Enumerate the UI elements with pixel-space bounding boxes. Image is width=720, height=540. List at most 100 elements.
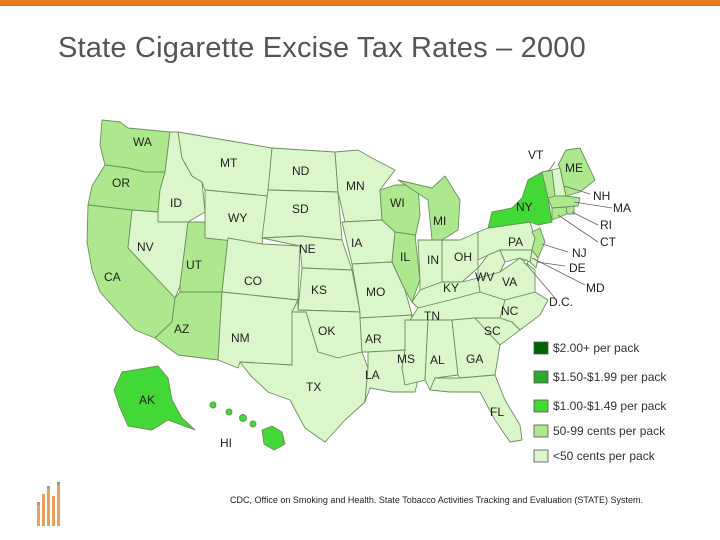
leader-line <box>573 201 613 209</box>
legend-swatch <box>533 399 549 413</box>
state-label-MO: MO <box>366 285 385 299</box>
state-CO[interactable] <box>221 237 301 301</box>
state-label-NV: NV <box>137 240 154 254</box>
logo-bar <box>57 484 60 526</box>
logo-bar <box>47 488 50 526</box>
leader-line <box>547 161 556 173</box>
state-label-SC: SC <box>484 324 501 338</box>
state-label-IL: IL <box>400 250 410 264</box>
state-label-NE: NE <box>299 242 316 256</box>
legend-swatch <box>533 370 549 384</box>
state-label-IN: IN <box>427 253 439 267</box>
state-WI[interactable] <box>379 184 421 239</box>
state-HI[interactable] <box>249 420 257 428</box>
state-label-UT: UT <box>186 258 203 272</box>
state-label-CT: CT <box>600 235 617 249</box>
state-label-ID: ID <box>170 196 182 210</box>
logo-ash <box>47 486 50 489</box>
leader-line <box>557 214 599 243</box>
legend-swatch <box>533 449 549 463</box>
leader-line <box>563 185 591 195</box>
state-HI[interactable] <box>225 408 233 416</box>
legend-swatch <box>533 341 549 355</box>
state-label-WV: WV <box>475 270 494 284</box>
state-label-NJ: NJ <box>572 246 587 260</box>
state-label-TX: TX <box>306 380 321 394</box>
logo-bar <box>42 494 45 526</box>
state-label-AR: AR <box>365 332 382 346</box>
state-label-NH: NH <box>593 189 610 203</box>
state-CT[interactable] <box>551 206 568 221</box>
state-ME[interactable] <box>557 147 596 197</box>
state-label-WI: WI <box>390 196 405 210</box>
cigarette-bars-logo <box>37 482 60 526</box>
state-MI[interactable] <box>397 175 461 241</box>
legend-swatch <box>533 424 549 438</box>
state-HI[interactable] <box>239 414 247 422</box>
state-label-HI: HI <box>220 436 232 450</box>
state-HI[interactable] <box>209 401 217 409</box>
state-label-LA: LA <box>365 368 380 382</box>
logo-ash <box>37 502 40 505</box>
state-label-WA: WA <box>133 135 152 149</box>
state-TX[interactable] <box>239 311 369 443</box>
state-AK[interactable] <box>113 365 196 431</box>
state-label-GA: GA <box>466 352 483 366</box>
state-label-PA: PA <box>508 235 523 249</box>
logo-bar <box>37 504 40 526</box>
state-label-RI: RI <box>600 218 612 232</box>
state-label-ND: ND <box>292 164 310 178</box>
logo-bar <box>52 496 55 526</box>
state-label-KS: KS <box>311 283 327 297</box>
state-label-MD: MD <box>586 281 605 295</box>
state-NM[interactable] <box>217 291 299 369</box>
state-HI[interactable] <box>261 425 286 451</box>
state-label-AK: AK <box>139 393 155 407</box>
state-label-CO: CO <box>244 274 262 288</box>
state-label-MS: MS <box>397 352 415 366</box>
legend: $2.00+ per pack $1.50-$1.99 per pack $1.… <box>533 341 667 463</box>
logo-ash <box>57 482 60 485</box>
state-label-WY: WY <box>228 211 247 225</box>
hawaii-islands <box>209 401 286 451</box>
state-label-MT: MT <box>220 156 238 170</box>
state-DC[interactable] <box>523 259 529 265</box>
state-label-FL: FL <box>490 405 504 419</box>
state-label-CA: CA <box>104 270 121 284</box>
state-label-KY: KY <box>443 281 459 295</box>
state-label-VT: VT <box>528 148 544 162</box>
state-label-DC: D.C. <box>549 295 573 309</box>
state-label-TN: TN <box>424 309 440 323</box>
state-label-AL: AL <box>430 353 445 367</box>
state-label-NY: NY <box>516 200 533 214</box>
state-label-AZ: AZ <box>174 322 189 336</box>
leader-line <box>571 211 599 226</box>
legend-label: $1.50-$1.99 per pack <box>553 370 667 384</box>
state-label-MA: MA <box>613 201 631 215</box>
leader-line <box>531 257 586 286</box>
state-label-MI: MI <box>433 214 446 228</box>
state-label-MN: MN <box>346 179 365 193</box>
source-citation: CDC, Office on Smoking and Health. State… <box>230 495 644 505</box>
state-label-OR: OR <box>112 176 130 190</box>
state-FL[interactable] <box>429 374 523 443</box>
state-label-IA: IA <box>351 236 362 250</box>
page-title: State Cigarette Excise Tax Rates – 2000 <box>58 32 586 64</box>
state-label-OH: OH <box>454 250 472 264</box>
state-KS[interactable] <box>297 267 361 313</box>
state-IA[interactable] <box>341 219 396 265</box>
state-label-OK: OK <box>318 324 335 338</box>
leader-line <box>541 243 569 253</box>
legend-label: 50-99 cents per pack <box>553 424 666 438</box>
state-label-ME: ME <box>565 161 583 175</box>
leader-line <box>525 263 556 299</box>
state-label-DE: DE <box>569 261 586 275</box>
state-label-NC: NC <box>501 304 519 318</box>
state-label-SD: SD <box>292 202 309 216</box>
state-label-NM: NM <box>231 331 250 345</box>
top-accent-bar <box>0 0 720 6</box>
state-label-VA: VA <box>502 275 517 289</box>
legend-label: $1.00-$1.49 per pack <box>553 399 667 413</box>
legend-label: <50 cents per pack <box>553 449 656 463</box>
